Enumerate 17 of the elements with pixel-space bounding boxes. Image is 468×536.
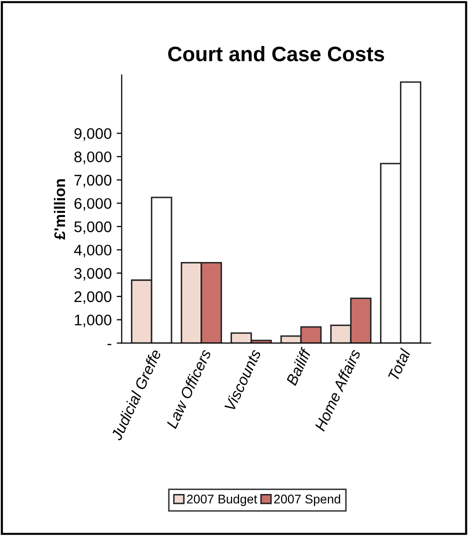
y-tick-label: - (108, 344, 112, 346)
y-tick-label: 2,000 (74, 291, 112, 304)
x-tick-label: Bailiff (285, 346, 312, 386)
y-tick-label: 7,000 (74, 174, 112, 188)
chart-title: Court and Case Costs (168, 46, 384, 62)
y-axis-title: £'million (54, 179, 66, 240)
y-tick-label: 3,000 (74, 268, 112, 281)
x-tick-label: Home Affairs (314, 348, 361, 432)
y-tick-label: 8,000 (74, 151, 112, 164)
y-tick-label: 9,000 (74, 128, 112, 141)
legend-label: 2007 Spend (274, 494, 340, 506)
y-tick-label: 1,000 (74, 314, 112, 328)
y-tick-label: 4,000 (74, 244, 112, 258)
x-tick-label: Total (387, 348, 411, 381)
legend-label: 2007 Budget (187, 494, 258, 506)
y-tick-label: 6,000 (74, 198, 112, 211)
y-tick-label: 5,000 (74, 221, 112, 234)
